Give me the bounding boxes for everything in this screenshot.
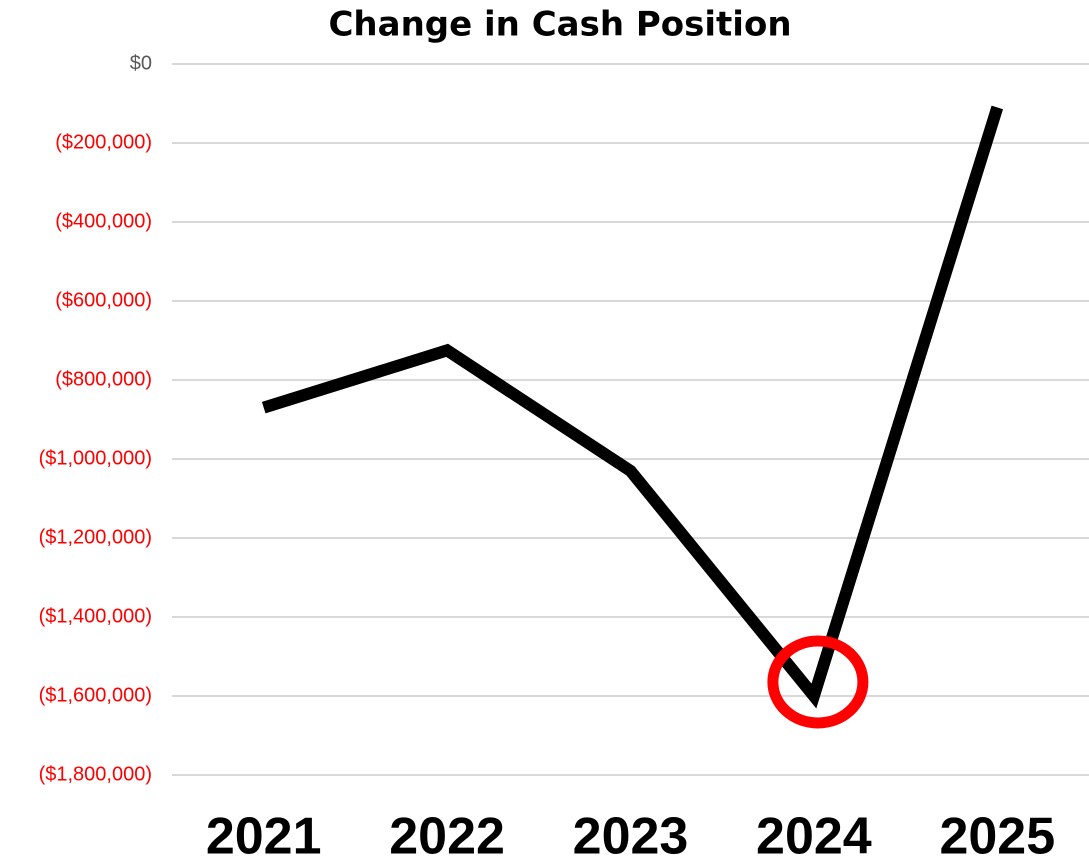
chart-title: Change in Cash Position [328,5,791,45]
x-tick-label: 2025 [939,808,1055,864]
y-tick-label: ($400,000) [55,210,152,232]
x-tick-label: 2021 [206,808,322,864]
data-line [261,105,1004,709]
y-tick-label: ($1,000,000) [39,447,152,469]
x-tick-label: 2022 [389,808,505,864]
y-tick-label: ($1,400,000) [39,605,152,627]
y-tick-label: ($200,000) [55,131,152,153]
highlight-circle [767,635,869,729]
y-tick-label: $0 [130,52,152,74]
y-tick-label: ($800,000) [55,368,152,390]
y-tick-label: ($1,800,000) [39,763,152,785]
y-tick-label: ($600,000) [55,289,152,311]
y-tick-label: ($1,600,000) [39,684,152,706]
x-tick-label: 2024 [756,808,872,864]
y-tick-label: ($1,200,000) [39,526,152,548]
x-tick-label: 2023 [573,808,689,864]
